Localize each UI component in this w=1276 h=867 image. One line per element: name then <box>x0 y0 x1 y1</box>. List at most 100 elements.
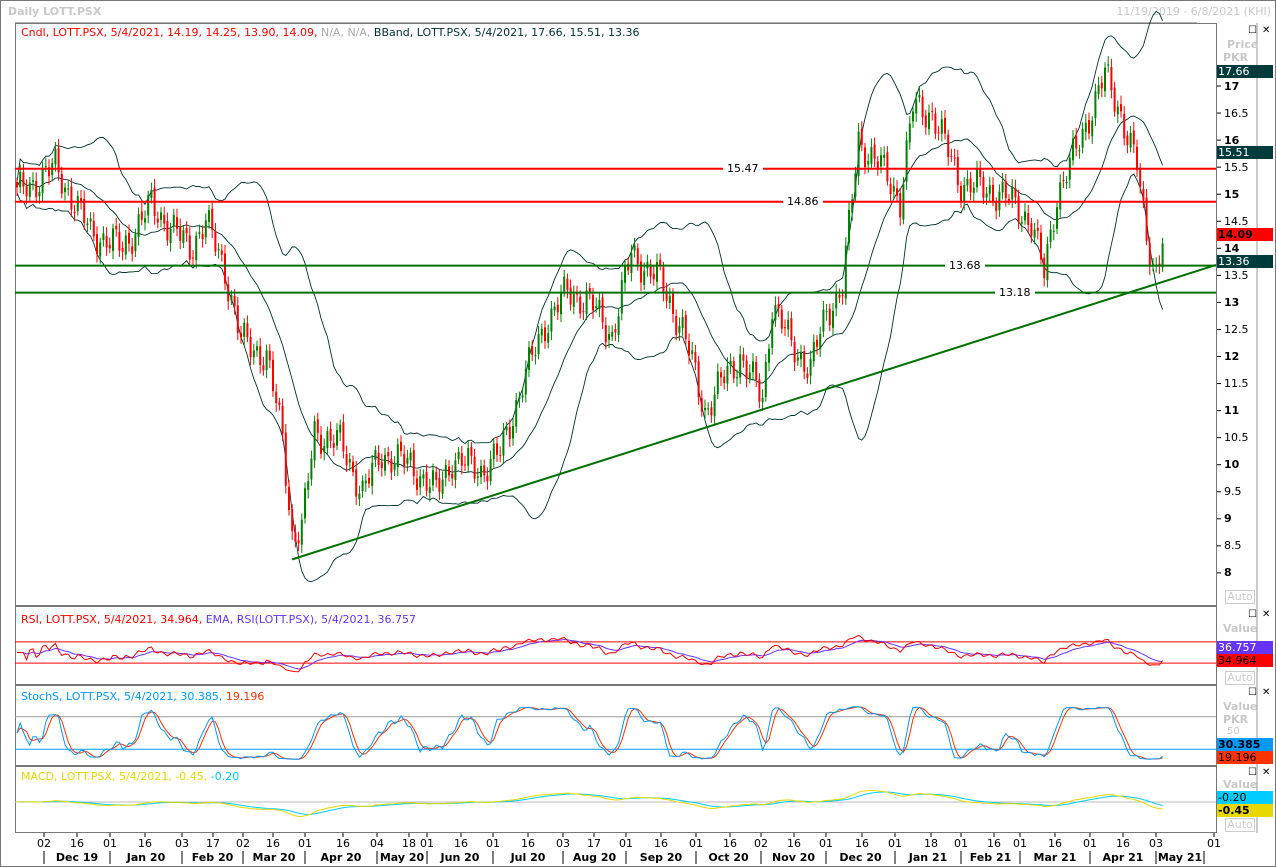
stoch-close-icon[interactable]: ✕ <box>1262 687 1271 698</box>
candle-body <box>739 354 742 378</box>
candle-body <box>1078 150 1081 152</box>
candle-body <box>1033 229 1036 238</box>
candle-body <box>448 466 450 476</box>
candle-body <box>1062 179 1065 181</box>
candle-body <box>528 347 530 370</box>
candle-body <box>339 424 342 433</box>
candle-body <box>1027 213 1030 225</box>
candle-body <box>854 173 857 197</box>
close-pane-icon[interactable]: ✕ <box>1262 25 1271 36</box>
candle-body <box>665 291 668 301</box>
rsi-legend-text: RSI, LOTT.PSX, 5/4/2021, 34.964, <box>21 613 203 626</box>
candle-body <box>784 327 786 329</box>
candle-body <box>1097 85 1100 94</box>
price-tick-label: 8 <box>1224 566 1232 580</box>
price-tick-label: 10.5 <box>1224 431 1249 445</box>
candle-body <box>1152 263 1154 265</box>
candle-body <box>979 169 982 178</box>
candle-body <box>1075 135 1078 149</box>
candle-body <box>268 350 271 361</box>
candle-body <box>633 245 636 251</box>
month-label: May 20 <box>379 851 425 864</box>
candle-body <box>64 187 66 193</box>
candle-body <box>550 308 553 332</box>
rsi-auto-button[interactable]: Auto <box>1225 671 1255 685</box>
candle-body <box>588 287 591 293</box>
candle-body <box>156 218 159 223</box>
candle-body <box>1123 113 1126 139</box>
candle-body <box>489 458 492 481</box>
price-tick-label: 9 <box>1224 512 1232 526</box>
candle-body <box>995 201 998 211</box>
stoch-unit: PKR <box>1223 713 1249 726</box>
candle-body <box>60 173 63 194</box>
rsi-ema-line <box>17 638 1163 670</box>
candle-body <box>896 188 898 196</box>
candle-body <box>48 167 50 177</box>
candle-body <box>732 361 735 379</box>
candle-body <box>32 180 34 182</box>
macd-close-icon[interactable]: ✕ <box>1262 767 1271 778</box>
candle-body <box>537 334 540 354</box>
candle-body <box>972 187 975 193</box>
candle-body <box>192 257 194 259</box>
date-tick-label: 02 <box>37 837 51 850</box>
candle-body <box>940 119 943 134</box>
date-tick-label: 01 <box>954 837 968 850</box>
stoch-maximize-icon[interactable]: ☐ <box>1248 687 1257 698</box>
month-label: Nov 20 <box>771 851 816 864</box>
macd-auto-button[interactable]: Auto <box>1225 818 1255 832</box>
candle-body <box>99 242 102 257</box>
price-tick-label: 11.5 <box>1224 377 1249 391</box>
candle-body <box>307 481 310 490</box>
candle-body <box>512 425 514 439</box>
candle-body <box>630 253 633 274</box>
candle-body <box>752 361 754 373</box>
candle-body <box>208 210 210 222</box>
stoch-tick-50: 50 <box>1227 726 1240 737</box>
price-tick-label: 16.5 <box>1224 106 1249 120</box>
candle-body <box>336 430 338 446</box>
candle-body <box>297 540 300 544</box>
candle-body <box>777 303 780 309</box>
candle-body <box>956 156 959 186</box>
candle-body <box>755 361 758 381</box>
candle-body <box>736 377 738 379</box>
date-tick-label: 18 <box>402 837 416 850</box>
candle-body <box>1094 91 1097 118</box>
price-tick-label: 12.5 <box>1224 322 1249 336</box>
candle-body <box>342 422 345 452</box>
candle-body <box>928 112 930 130</box>
candle-body <box>1129 133 1132 148</box>
candle-body <box>825 311 828 313</box>
candle-body <box>1008 199 1010 201</box>
candle-body <box>249 336 252 358</box>
candle-body <box>675 315 678 335</box>
candle-body <box>844 245 847 299</box>
stoch-d-legend-text: 19.196 <box>225 690 265 703</box>
candle-body <box>1158 263 1161 266</box>
rsi-close-icon[interactable]: ✕ <box>1262 609 1271 620</box>
rsi-maximize-icon[interactable]: ☐ <box>1248 609 1257 620</box>
auto-scale-button[interactable]: Auto <box>1225 590 1255 604</box>
candle-body <box>838 294 841 298</box>
candle-body <box>28 182 31 197</box>
candle-body <box>67 188 70 190</box>
macd-maximize-icon[interactable]: ☐ <box>1248 767 1257 778</box>
candle-body <box>182 230 185 244</box>
date-tick-label: 01 <box>1207 837 1221 850</box>
candle-body <box>745 360 748 379</box>
candle-body <box>96 234 98 255</box>
candle-body <box>204 220 207 238</box>
date-tick-label: 04 <box>370 837 384 850</box>
level-label: 13.68 <box>945 258 985 272</box>
candle-body <box>185 228 188 234</box>
candle-body <box>400 441 402 452</box>
candle-body <box>636 248 639 265</box>
candle-body <box>73 211 76 214</box>
date-tick-label: 03 <box>556 837 570 850</box>
candle-body <box>534 355 537 357</box>
candle-body <box>876 161 879 169</box>
candle-body <box>649 264 652 277</box>
maximize-pane-icon[interactable]: ☐ <box>1248 25 1257 36</box>
